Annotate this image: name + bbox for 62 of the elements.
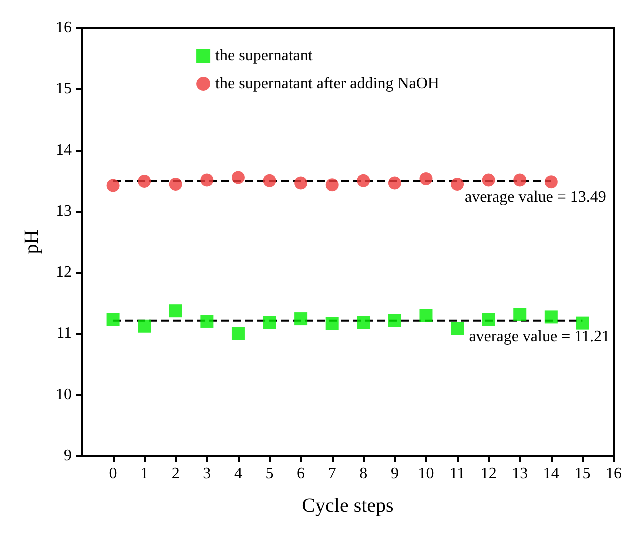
x-tick-label: 9 [390, 466, 399, 482]
point [169, 178, 182, 192]
y-tick-label: 12 [56, 264, 72, 282]
x-tick-label: 8 [360, 466, 368, 482]
point [263, 174, 276, 188]
x-tick-label: 12 [480, 466, 497, 482]
x-tick-label: 3 [203, 466, 212, 482]
x-tick-label: 6 [297, 466, 306, 482]
annotation: average value = 13.49 [465, 188, 606, 206]
point [514, 174, 527, 187]
x-tick-label: 10 [418, 466, 434, 482]
annotation: average value = 11.21 [469, 328, 610, 346]
x-tick-label: 15 [574, 466, 591, 482]
point [544, 310, 558, 324]
point [420, 309, 433, 322]
point [388, 176, 402, 190]
point [420, 172, 433, 186]
point [514, 308, 527, 322]
y-tick-label: 16 [56, 20, 72, 36]
x-tick-label: 13 [512, 466, 528, 482]
point [263, 316, 276, 330]
x-tick-label: 7 [328, 466, 336, 482]
x-tick-label: 0 [109, 466, 118, 482]
x-tick-label: 2 [172, 466, 180, 482]
legend-label: the supernatant after adding NaOH [216, 76, 440, 92]
x-axis-title: Cycle steps [302, 495, 394, 517]
point [326, 317, 339, 330]
x-tick-label: 16 [606, 466, 622, 482]
point [138, 320, 152, 333]
y-tick-label: 13 [56, 202, 72, 220]
point [138, 174, 152, 188]
x-tick-label: 1 [140, 466, 149, 482]
point [451, 322, 464, 336]
point [200, 174, 214, 187]
y-tick-label: 14 [56, 142, 72, 159]
legend-label: the supernatant [216, 48, 314, 64]
point [294, 176, 308, 190]
x-tick-label: 4 [234, 466, 242, 482]
point [388, 314, 402, 328]
x-tick-label: 11 [450, 466, 466, 482]
y-tick-label: 10 [56, 386, 72, 404]
y-tick-label: 15 [56, 80, 72, 98]
point [482, 174, 496, 187]
x-tick-label: 14 [543, 466, 560, 482]
point [544, 176, 558, 189]
point [576, 316, 590, 330]
point [169, 304, 182, 318]
x-tick-label: 5 [266, 466, 274, 482]
point [482, 313, 496, 326]
point [294, 312, 308, 326]
point [232, 171, 245, 184]
point [106, 313, 120, 326]
point [200, 314, 214, 328]
y-tick-label: 11 [56, 325, 72, 342]
point [326, 178, 339, 192]
point [106, 179, 120, 192]
y-axis-title: pH [21, 230, 43, 254]
point [451, 178, 464, 192]
point [357, 174, 370, 188]
y-tick-label: 9 [64, 448, 72, 464]
point [357, 316, 370, 330]
point [232, 327, 245, 340]
